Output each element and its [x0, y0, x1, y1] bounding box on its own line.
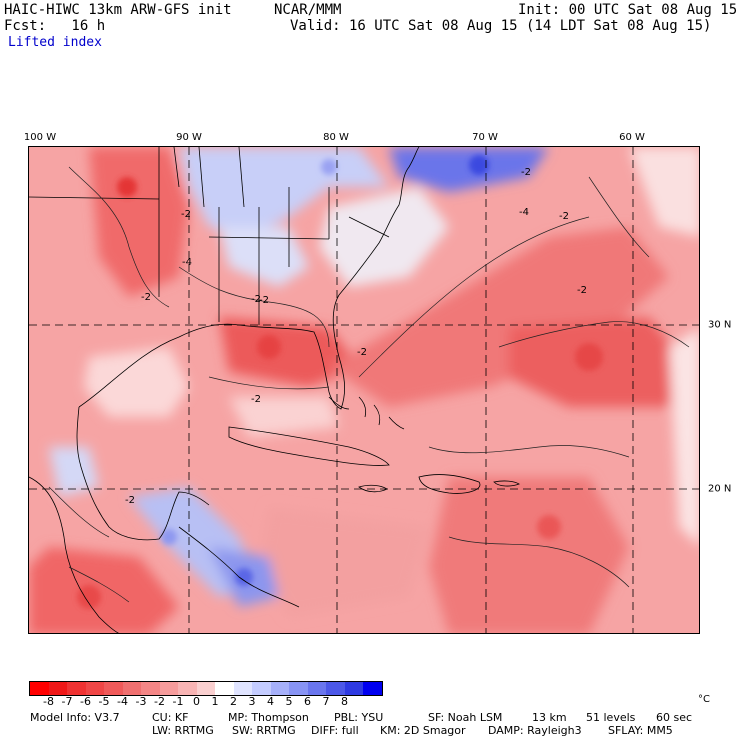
- colorbar-tick-label: 2: [230, 695, 237, 708]
- colorbar-tick-label: 6: [304, 695, 311, 708]
- forecast-hour: Fcst: 16 h: [4, 18, 106, 34]
- contour-label: -2: [251, 294, 261, 305]
- colorbar-tick-label: -7: [61, 695, 73, 708]
- init-time: Init: 00 UTC Sat 08 Aug 15: [518, 2, 738, 18]
- colorbar-cell: [178, 682, 197, 695]
- lon-label-60w: 60 W: [619, 132, 645, 143]
- colorbar-tick-label: 4: [267, 695, 274, 708]
- footer-damp: DAMP: Rayleigh3: [488, 724, 582, 737]
- footer-levels: 51 levels: [586, 711, 636, 724]
- valid-time: Valid: 16 UTC Sat 08 Aug 15 (14 LDT Sat …: [290, 18, 712, 34]
- colorbar-cell: [48, 682, 67, 695]
- contour-label: -2: [521, 167, 531, 178]
- contour-label: -2: [259, 295, 269, 306]
- colorbar-cell: [344, 682, 363, 695]
- colorbar-cell: [363, 682, 382, 695]
- colorbar-tick-label: 7: [322, 695, 330, 708]
- field-name: Lifted index: [8, 35, 102, 50]
- colorbar-tick-label: 0: [193, 695, 200, 708]
- contour-label: -4: [519, 207, 529, 218]
- colorbar-cell: [215, 682, 234, 695]
- colorbar-cell: [67, 682, 86, 695]
- field-shading: [29, 147, 699, 633]
- field-speckle: [77, 155, 603, 609]
- contour-label: -2: [559, 211, 569, 222]
- model-title: HAIC-HIWC 13km ARW-GFS init: [4, 2, 232, 18]
- colorbar-tick-label: 8: [341, 695, 348, 708]
- colorbar-cell: [252, 682, 271, 695]
- colorbar-tick-label: -6: [80, 695, 91, 708]
- map-canvas: -2 -2 -2 -2 -4 -2 -4 -2 -2 -2 -2 -2: [29, 147, 699, 633]
- footer-cu: CU: KF: [152, 711, 189, 724]
- footer-pbl: PBL: YSU: [334, 711, 384, 724]
- colorbar-tick-label: -3: [135, 695, 147, 708]
- colorbar-tick-label: 5: [285, 695, 293, 708]
- colorbar-tick-label: 1: [211, 695, 219, 708]
- colorbar: [29, 681, 383, 696]
- colorbar-tick-label: -1: [172, 695, 184, 708]
- colorbar-unit: °C: [698, 694, 710, 705]
- colorbar-cell: [30, 682, 49, 695]
- lat-label-30n: 30 N: [708, 319, 732, 331]
- contour-label: -2: [251, 394, 261, 405]
- colorbar-cell: [270, 682, 289, 695]
- contour-label-group: -2 -2 -2 -2 -4 -2 -4 -2 -2 -2 -2 -2: [125, 167, 587, 506]
- colorbar-cell: [196, 682, 215, 695]
- contour-label: -4: [182, 257, 192, 268]
- footer-sf: SF: Noah LSM: [428, 711, 503, 724]
- lifted-index-map: -2 -2 -2 -2 -4 -2 -4 -2 -2 -2 -2 -2: [28, 146, 700, 634]
- lon-label-90w: 90 W: [176, 132, 202, 143]
- coastlines: [29, 147, 520, 633]
- footer-diff: DIFF: full: [311, 724, 359, 737]
- lon-label-80w: 80 W: [323, 132, 349, 143]
- colorbar-cell: [85, 682, 104, 695]
- lon-label-100w: 100 W: [23, 132, 57, 143]
- colorbar-tick-label: -8: [43, 695, 54, 708]
- colorbar-cell: [141, 682, 160, 695]
- colorbar-tick-label: -5: [98, 695, 110, 708]
- footer-lw: LW: RRTMG: [152, 724, 214, 737]
- colorbar-cell: [104, 682, 123, 695]
- colorbar-tick-label: -2: [154, 695, 165, 708]
- lat-label-20n: 20 N: [708, 483, 732, 495]
- colorbar-cell: [307, 682, 326, 695]
- colorbar-cell: [159, 682, 178, 695]
- contour-label: -2: [357, 347, 367, 358]
- contour-label: -2: [141, 292, 151, 303]
- footer-km: KM: 2D Smagor: [380, 724, 466, 737]
- colorbar-tick-label: -4: [117, 695, 128, 708]
- colorbar-tick-label: 3: [248, 695, 256, 708]
- colorbar-cell: [122, 682, 141, 695]
- colorbar-cell: [326, 682, 345, 695]
- footer-sflay: SFLAY: MM5: [608, 724, 673, 737]
- li-contours: [48, 166, 690, 603]
- org-label: NCAR/MMM: [274, 2, 342, 18]
- contour-label: -2: [577, 285, 587, 296]
- contour-label: -2: [181, 209, 191, 220]
- footer-mp: MP: Thompson: [228, 711, 309, 724]
- footer-timestep: 60 sec: [656, 711, 693, 724]
- footer-sw: SW: RRTMG: [232, 724, 296, 737]
- contour-label: -2: [125, 495, 135, 506]
- lon-label-70w: 70 W: [472, 132, 498, 143]
- footer-resolution: 13 km: [532, 711, 567, 724]
- colorbar-cell: [289, 682, 308, 695]
- colorbar-cell: [233, 682, 252, 695]
- footer-model-info: Model Info: V3.7: [30, 711, 120, 724]
